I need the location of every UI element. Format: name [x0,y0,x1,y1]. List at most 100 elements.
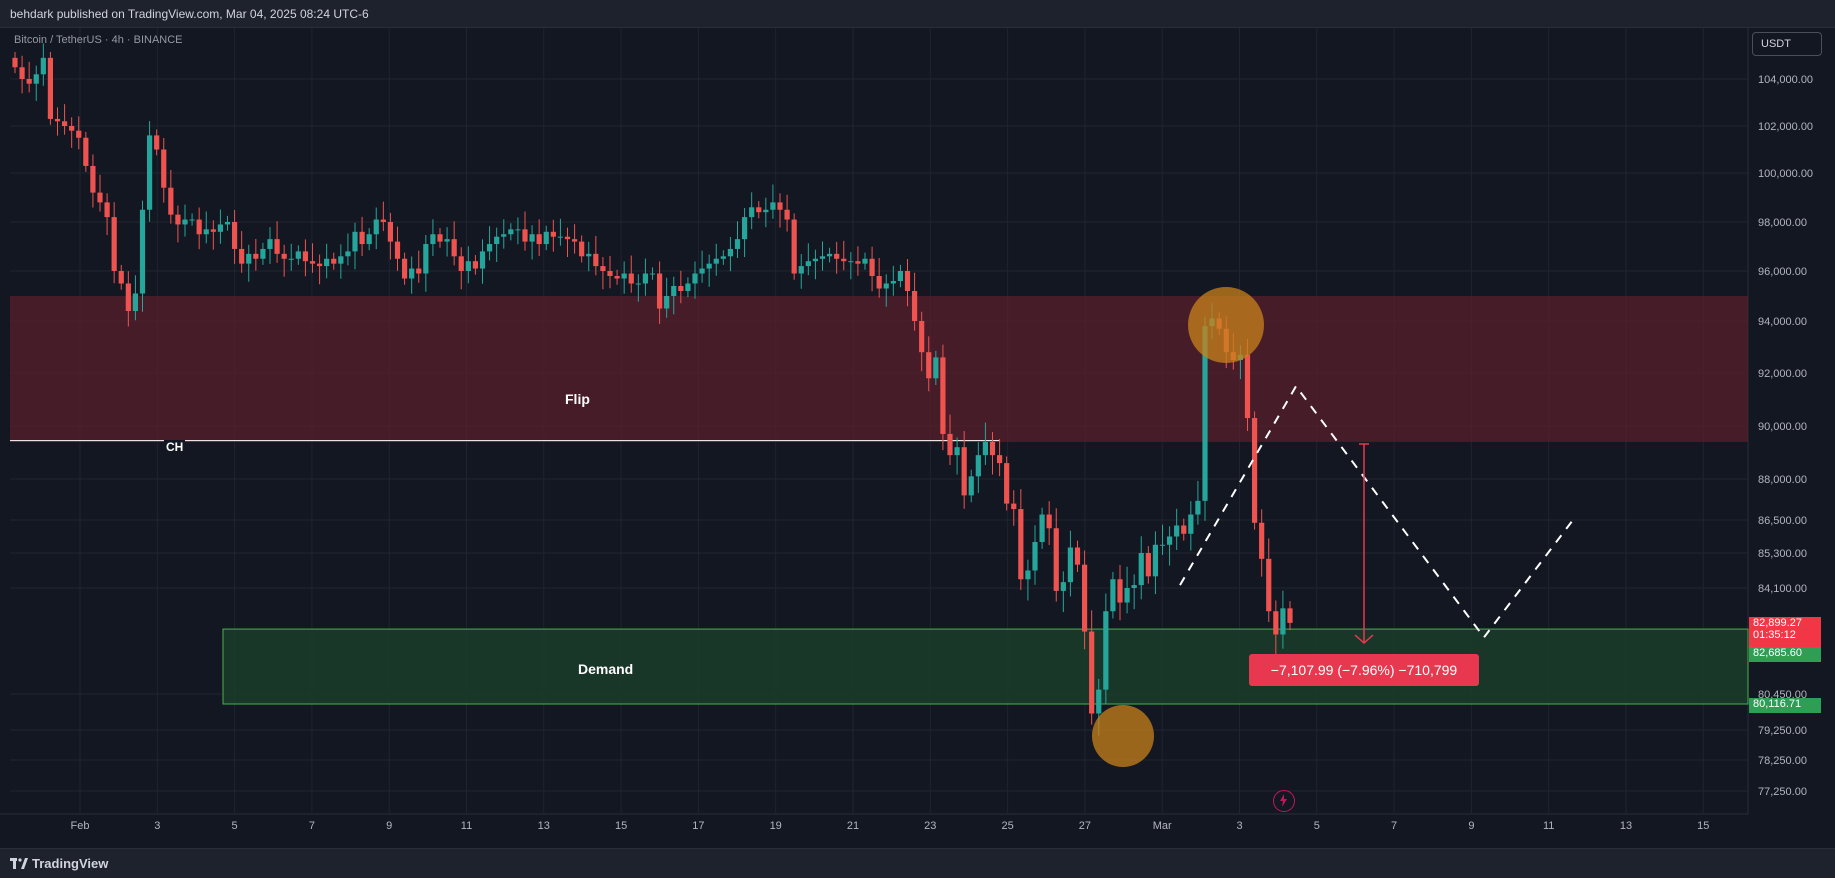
candle-body [940,357,946,434]
time-tick-label: 23 [924,820,936,832]
price-axis[interactable]: 104,000.00 102,000.00 100,000.00 98,000.00 9… [1758,74,1813,798]
candle-body [416,268,422,274]
candle-body [1273,611,1279,635]
lightning-icon[interactable] [1273,790,1295,812]
time-tick-label: 7 [309,820,315,832]
candle-body [12,57,18,68]
candle-body [451,239,457,257]
candle-body [741,217,748,240]
candle-body [812,258,819,262]
candle-body [876,276,882,289]
candle-body [1202,326,1208,501]
candle-body [848,261,854,263]
time-tick-label: 25 [1001,820,1013,832]
candle-body [1259,522,1265,559]
candle-body [564,236,571,240]
candle-body [316,263,323,267]
candle-body [1053,528,1059,591]
time-tick-label: Feb [71,820,90,832]
candle-body [770,202,776,210]
candle-body [125,283,131,311]
price-chart[interactable]: Feb 3 5 7 9 11 13 15 17 19 21 23 25 27 Mar 3 5 7 9 11 13 15 1… [0,28,1835,847]
candle-body [933,357,939,379]
candle-body [536,234,542,245]
price-tick-label: 79,250.00 [1758,725,1807,737]
flip-zone[interactable] [10,296,1748,442]
candle-body [168,187,174,215]
tradingview-logo-icon[interactable] [10,857,28,871]
candle-body [1117,579,1123,603]
price-tick-label: 85,300.00 [1758,548,1807,560]
candle-body [1266,558,1272,612]
candle-body [699,268,705,274]
candle-body [139,209,146,294]
candle-body [154,135,160,150]
candle-body [791,219,797,274]
candle-body [727,248,734,257]
candle-body [239,248,245,264]
candle-body [600,266,606,271]
price-tick-label: 78,250.00 [1758,755,1807,767]
candle-body [430,234,436,245]
measure-result-label: −7,107.99 (−7.96%) −710,799 [1249,654,1479,686]
demand-bottom-price-tag: 80,116.71 [1749,698,1821,713]
candle-body [104,202,110,218]
candle-body [423,244,429,274]
candle-body [529,234,535,242]
candle-body [614,276,620,279]
time-axis[interactable]: Feb 3 5 7 9 11 13 15 17 19 21 23 25 27 Mar 3 5 7 9 11 13 15 [71,820,1710,832]
price-tick-label: 102,000.00 [1758,121,1813,133]
candle-body [777,202,783,210]
last-price-tag: 82,899.27 01:35:12 [1749,617,1821,647]
candle-body [593,253,599,267]
candle-body [890,281,896,284]
candle-body [161,149,167,188]
candle-body [217,224,224,232]
time-tick-label: 9 [1468,820,1474,832]
candle-body [784,209,790,220]
candle-body [1181,525,1187,534]
candle-body [1152,544,1159,577]
time-tick-label: 11 [1543,820,1554,832]
currency-selector-button[interactable]: USDT [1752,32,1822,56]
candle-countdown: 01:35:12 [1753,629,1796,641]
price-tick-label: 100,000.00 [1758,168,1813,180]
candle-body [996,455,1003,464]
candle-body [989,441,996,456]
candle-body [437,234,443,242]
candle-body [635,283,641,285]
demand-top-price-tag: 82,685.60 [1749,647,1821,662]
candle-body [1096,689,1102,714]
candle-body [685,283,691,291]
candle-body [756,207,762,213]
candle-body [692,273,698,284]
tradingview-brand[interactable]: TradingView [32,856,109,871]
price-range-measure[interactable] [1354,443,1374,645]
candle-body [69,126,75,131]
candle-body [855,261,861,264]
demand-zone[interactable] [222,628,1749,705]
candle-body [557,236,564,238]
candle-body [1039,514,1045,542]
candle-body [982,441,989,456]
candle-body [465,261,471,271]
symbol-legend[interactable]: Bitcoin / TetherUS · 4h · BINANCE [14,34,183,46]
candle-body [401,258,408,279]
price-tick-label: 94,000.00 [1758,316,1807,328]
candle-body [975,455,981,477]
candle-body [394,241,401,259]
candle-body [1174,525,1180,537]
candle-body [274,239,280,254]
candle-body [366,234,372,245]
candle-body [515,229,521,231]
time-tick-label: 3 [1236,820,1242,832]
candle-body [1131,585,1137,588]
candle-body [656,273,663,309]
time-tick-label: 19 [770,820,782,832]
candle-body [1032,542,1038,571]
time-tick-label: 15 [1697,820,1709,832]
candle-body [359,231,365,245]
candle-body [522,229,528,242]
projection-path[interactable] [1179,384,1576,640]
footer-bar: TradingView [0,848,1835,878]
